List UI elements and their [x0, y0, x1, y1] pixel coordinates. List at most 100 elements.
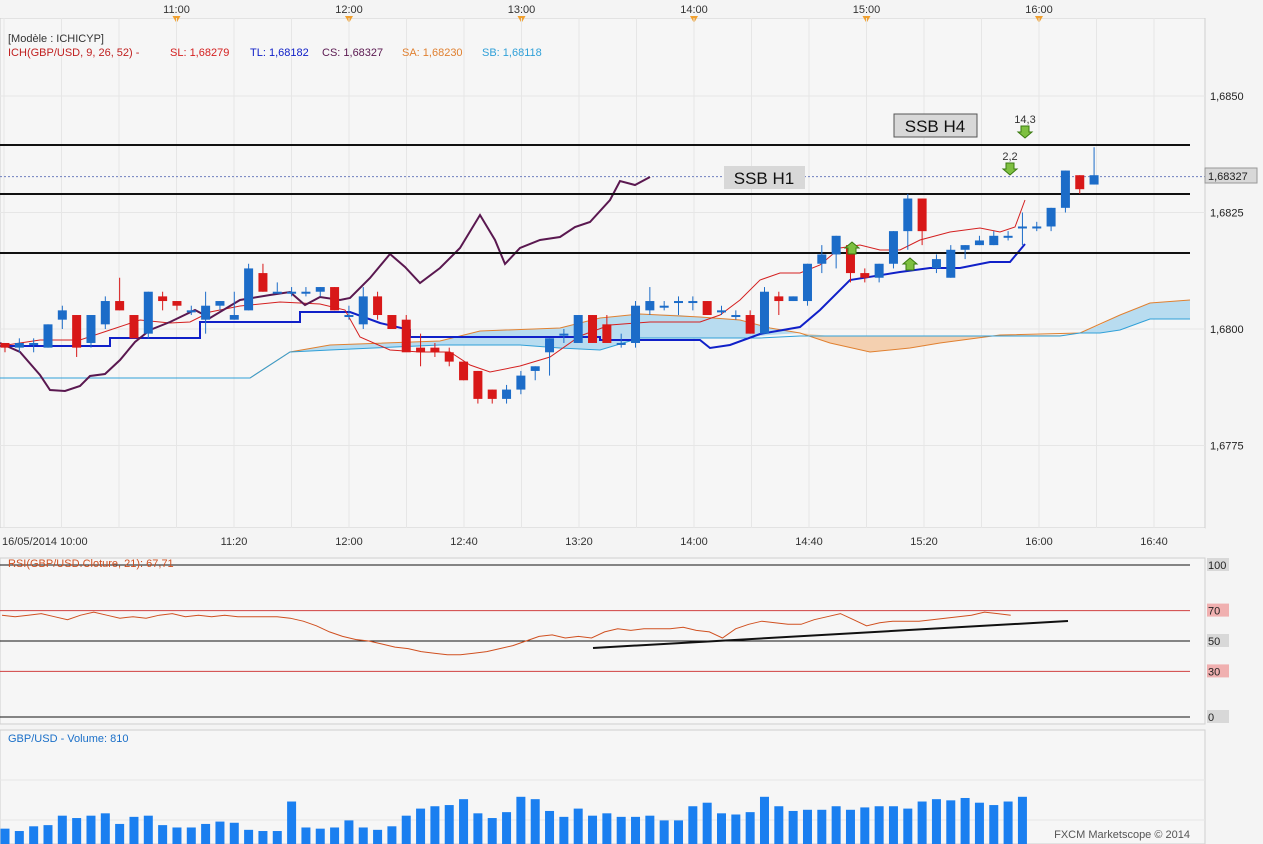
candle-body	[0, 342, 10, 348]
candle-body	[1032, 226, 1042, 229]
candle-body	[416, 347, 426, 353]
volume-bar	[459, 799, 469, 844]
rsi-axis-label: 0	[1208, 712, 1214, 724]
volume-bar	[330, 827, 340, 844]
volume-bar	[1017, 796, 1027, 844]
volume-bar	[874, 806, 884, 844]
rsi-line	[1, 611, 1011, 656]
top-time-label: 16:00	[1025, 4, 1053, 16]
volume-bar	[373, 829, 383, 844]
candle-body	[229, 315, 239, 320]
top-time-axis: 11:00 12:00 13:00 14:00 15:00 16:00	[163, 4, 1053, 23]
candle-body	[330, 287, 340, 311]
bottom-time-label: 14:40	[795, 536, 823, 548]
candle-body	[845, 245, 855, 274]
volume-bar	[731, 814, 741, 844]
legend-sa: SA: 1,68230	[402, 47, 463, 59]
candle-body	[1075, 175, 1085, 190]
volume-bar	[674, 820, 684, 844]
legend-sb: SB: 1,68118	[482, 47, 542, 59]
volume-bar	[573, 808, 583, 844]
candle-body	[29, 342, 39, 345]
candle-body	[831, 235, 841, 255]
bottom-time-label: 13:20	[565, 536, 593, 548]
arrow-up-icon	[843, 241, 861, 255]
arrow-down-icon	[1001, 162, 1019, 176]
rsi-axis-label: 50	[1208, 636, 1220, 648]
candle-body	[516, 375, 526, 390]
svg-text:SSB H4: SSB H4	[905, 117, 965, 136]
volume-bar	[215, 821, 225, 844]
candle-body	[72, 315, 82, 348]
volume-bar	[14, 831, 24, 844]
candle-body	[57, 310, 67, 320]
volume-bar	[387, 826, 397, 844]
candle-body	[788, 296, 798, 302]
candle-body	[530, 366, 540, 371]
legend-tl: TL: 1,68182	[250, 47, 309, 59]
candle-body	[946, 249, 956, 278]
horizontal-levels	[0, 144, 1190, 254]
candle-body	[874, 263, 884, 278]
candle-body	[931, 259, 941, 269]
svg-text:SSB H1: SSB H1	[734, 169, 794, 188]
volume-bar	[29, 826, 39, 844]
candle-body	[358, 296, 368, 325]
bottom-time-axis: 16/05/2014 10:00 11:20 12:00 12:40 13:20 14:0…	[2, 536, 1168, 548]
volume-bar	[702, 802, 712, 844]
top-time-label: 11:00	[163, 4, 190, 16]
candle-body	[201, 305, 211, 320]
volume-bar	[802, 809, 812, 844]
volume-bar	[244, 829, 254, 844]
rsi-axis-box	[1207, 634, 1229, 647]
volume-bar	[516, 796, 526, 844]
candle-body	[215, 301, 225, 306]
volume-bar	[559, 816, 569, 844]
volume-bar	[545, 810, 555, 844]
volume-bar	[229, 822, 239, 844]
volume-bar	[172, 827, 182, 844]
volume-bar	[616, 816, 626, 844]
bottom-time-label: 11:20	[221, 536, 248, 548]
price-axis-label: 1,6850	[1210, 91, 1244, 103]
rsi-axis-box	[1207, 710, 1229, 723]
rsi-axis-label: 100	[1208, 560, 1226, 572]
candle-body	[1089, 175, 1099, 185]
volume-bars	[0, 796, 1027, 844]
candle-body	[774, 296, 784, 302]
volume-bar	[688, 806, 698, 844]
top-time-bar	[0, 0, 1263, 18]
annotation-2-2: 2,2	[1002, 151, 1017, 163]
volume-bar	[860, 807, 870, 844]
candle-body	[688, 301, 698, 304]
rsi-axis-box	[1207, 558, 1229, 571]
volume-bar	[602, 813, 612, 844]
price-axis-label: 1,6825	[1210, 208, 1244, 220]
candle-body	[430, 347, 440, 353]
rsi-label: RSI(GBP/USD.Cloture, 21): 67,71	[8, 558, 174, 570]
volume-bar	[502, 812, 512, 844]
candle-body	[731, 315, 741, 318]
volume-bar	[588, 815, 598, 844]
volume-bar	[989, 805, 999, 844]
price-axis: 1,6850 1,6825 1,6800 1,6775	[1210, 91, 1244, 453]
candles	[0, 147, 1099, 404]
candle-body	[888, 231, 898, 264]
candle-body	[759, 291, 769, 334]
volume-bar	[315, 828, 325, 844]
signal-arrows	[843, 125, 1034, 271]
candle-body	[588, 315, 598, 343]
volume-bar	[444, 805, 454, 844]
candle-body	[1017, 226, 1027, 229]
rsi-axis-box	[1207, 603, 1229, 617]
volume-bar	[487, 818, 497, 844]
volume-bar	[645, 815, 655, 844]
rsi-axis-label: 30	[1208, 666, 1220, 678]
candle-body	[401, 319, 411, 353]
top-time-label: 12:00	[335, 4, 363, 16]
volume-bar	[43, 825, 53, 844]
bottom-time-label: 16:00	[1025, 536, 1053, 548]
ssb-h4-label: SSB H4	[893, 113, 978, 138]
bottom-time-label: 16:40	[1140, 536, 1168, 548]
candle-body	[387, 315, 397, 329]
